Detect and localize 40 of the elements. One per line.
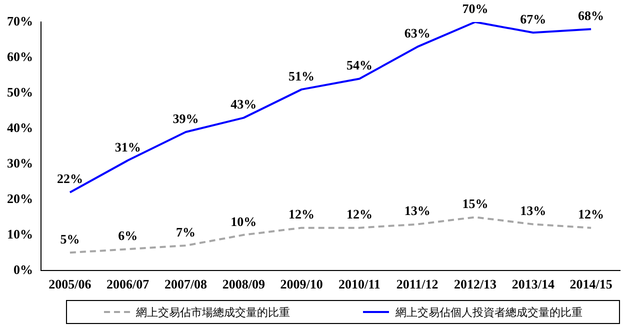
data-label: 31% <box>114 139 141 154</box>
y-tick-label: 20% <box>7 190 33 206</box>
y-tick-label: 0% <box>14 262 33 277</box>
x-tick-label: 2014/15 <box>570 276 613 292</box>
x-tick-label: 2006/07 <box>106 276 150 292</box>
data-label: 68% <box>578 8 604 23</box>
y-tick-label: 70% <box>7 13 33 28</box>
data-label: 43% <box>230 96 257 112</box>
y-tick-label: 50% <box>7 84 33 100</box>
x-tick-label: 2011/12 <box>396 276 438 292</box>
data-label: 22% <box>56 171 83 186</box>
data-label: 12% <box>346 206 372 222</box>
y-tick-label: 30% <box>7 155 33 170</box>
data-label: 54% <box>346 58 372 73</box>
legend-label: 網上交易佔市場總成交量的比重 <box>136 304 290 320</box>
y-tick-label: 10% <box>7 226 33 242</box>
data-label: 39% <box>172 110 199 126</box>
y-tick-label: 60% <box>7 48 33 64</box>
data-label: 15% <box>462 196 488 212</box>
y-tick-label: 40% <box>7 120 33 135</box>
data-label: 13% <box>404 203 430 218</box>
data-label: 13% <box>520 203 546 218</box>
data-label: 12% <box>578 206 604 222</box>
data-label: 7% <box>176 224 196 240</box>
x-tick-label: 2010/11 <box>338 276 380 292</box>
data-label: 10% <box>230 214 257 229</box>
data-label: 70% <box>462 0 488 16</box>
data-label: 5% <box>60 232 80 247</box>
x-tick-label: 2005/06 <box>48 276 92 292</box>
data-label: 67% <box>520 12 546 27</box>
x-tick-label: 2012/13 <box>454 276 498 292</box>
data-label: 6% <box>118 228 138 243</box>
data-label: 12% <box>288 206 315 222</box>
x-tick-label: 2013/14 <box>512 276 555 292</box>
x-tick-label: 2009/10 <box>280 276 323 292</box>
x-tick-label: 2007/08 <box>164 276 208 292</box>
data-label: 63% <box>404 26 430 41</box>
x-tick-label: 2008/09 <box>222 276 266 292</box>
data-label: 51% <box>288 68 315 84</box>
legend-label: 網上交易佔個人投資者總成交量的比重 <box>395 304 582 320</box>
